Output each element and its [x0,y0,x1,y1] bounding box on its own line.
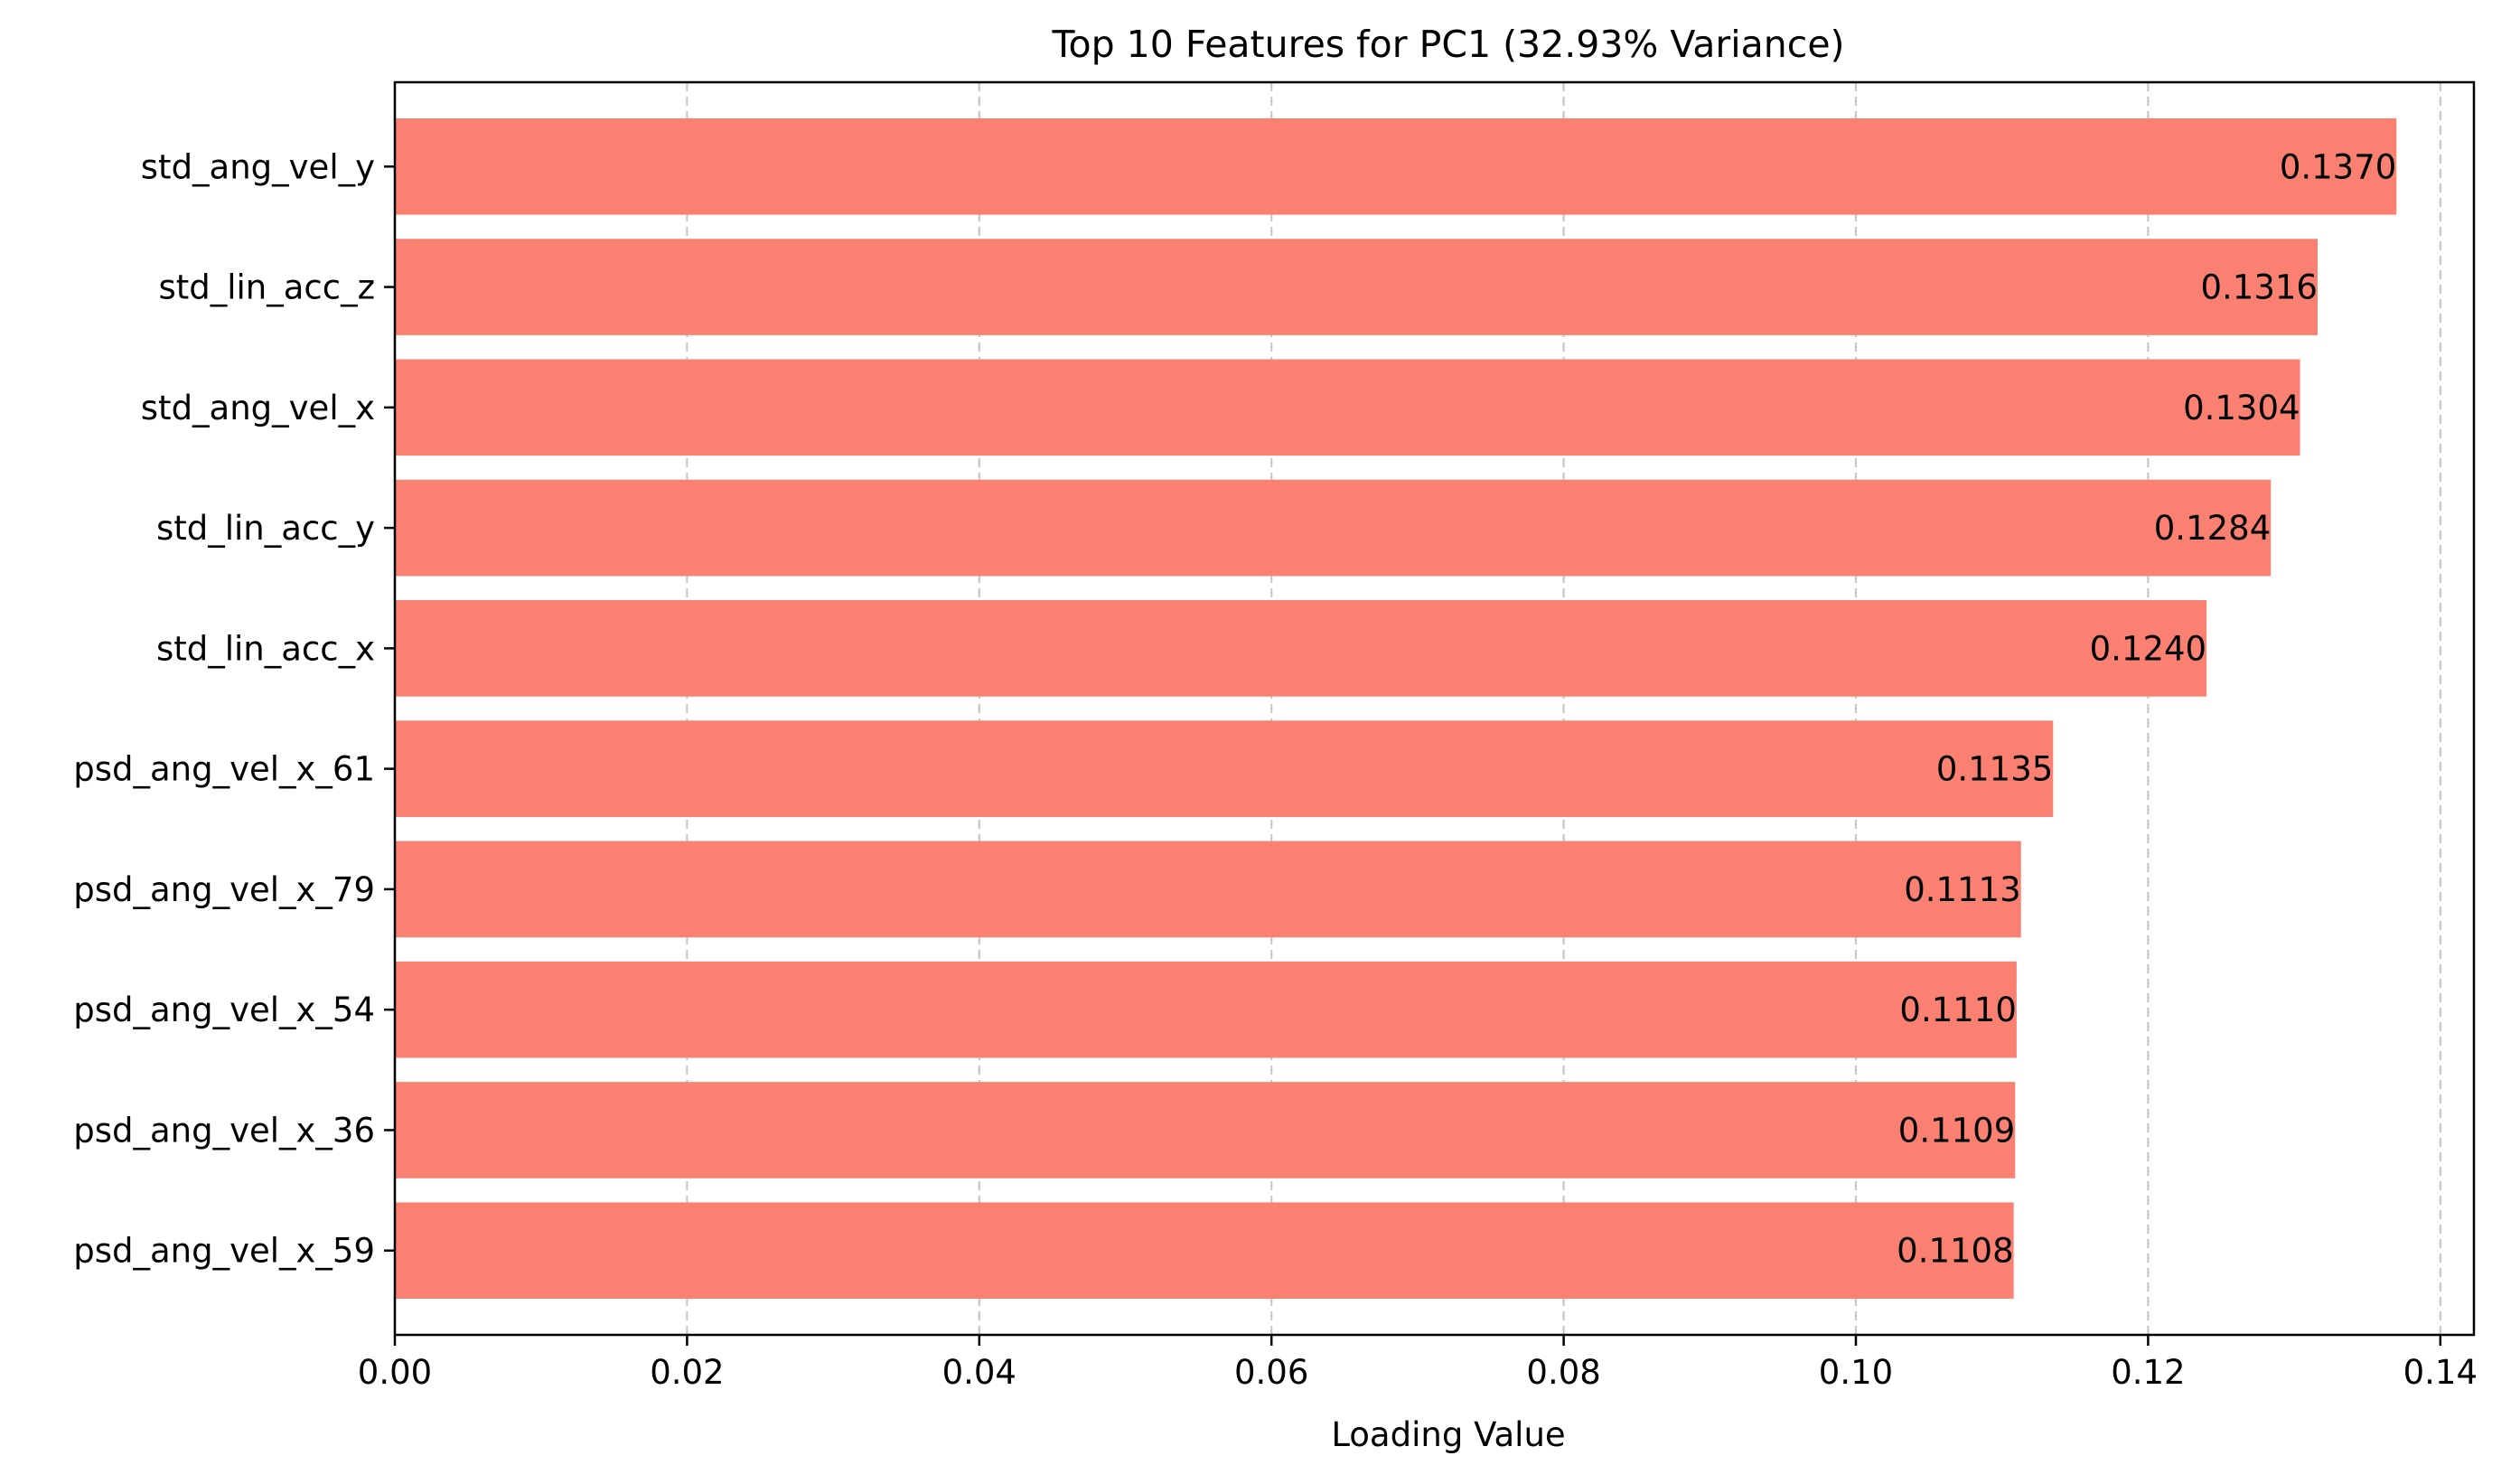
x-tick-label: 0.02 [650,1353,724,1392]
bar [395,359,2300,456]
y-tick-label: psd_ang_vel_x_36 [73,1111,375,1150]
bar [395,841,2021,938]
bar [395,600,2207,697]
bar [395,1082,2016,1179]
y-tick-label: psd_ang_vel_x_59 [73,1232,375,1271]
x-tick-label: 0.00 [358,1353,432,1392]
y-tick-label: std_lin_acc_y [156,509,375,548]
x-tick-label: 0.10 [1819,1353,1893,1392]
bar [395,117,2397,215]
x-tick-label: 0.08 [1526,1353,1600,1392]
bar-value-label: 0.1304 [2183,389,2300,427]
plot-area-frame [393,80,2476,1337]
bar [395,961,2017,1058]
bar-value-label: 0.1109 [1898,1111,2015,1150]
y-tick-label: std_lin_acc_z [158,268,375,307]
bar-value-label: 0.1284 [2154,509,2271,548]
y-axis-ticks: std_ang_vel_y std_lin_acc_z std_ang_vel_xs… [73,147,395,1271]
bar-value-label: 0.1113 [1904,870,2020,909]
bar [395,479,2272,577]
bar-value-label: 0.1370 [2280,147,2396,186]
y-tick-label: psd_ang_vel_x_79 [73,870,375,909]
bar-value-label: 0.1110 [1899,991,2016,1029]
value-labels: 0.1370 0.1316 0.1304 0.1284 0.1240 0.1135 0.11… [1897,147,2396,1270]
y-tick-label: std_ang_vel_y [141,147,375,186]
bar-value-label: 0.1135 [1936,750,2053,789]
bar-value-label: 0.1108 [1897,1232,2013,1271]
y-tick-label: psd_ang_vel_x_61 [73,750,375,789]
x-axis-label: Loading Value [1331,1415,1565,1454]
x-tick-label: 0.06 [1234,1353,1308,1392]
chart-title: Top 10 Features for PC1 (32.93% Variance… [1051,23,1844,66]
y-tick-label: std_lin_acc_x [156,629,375,668]
y-tick-label: psd_ang_vel_x_54 [73,991,375,1029]
x-tick-label: 0.14 [2403,1353,2478,1392]
bar [395,720,2054,817]
x-tick-label: 0.12 [2111,1353,2185,1392]
y-tick-label: std_ang_vel_x [141,389,375,427]
x-axis-ticks: 0.00 0.02 0.04 0.06 0.08 0.10 0.12 0.14 [358,1335,2478,1392]
x-tick-label: 0.04 [942,1353,1016,1392]
bar [395,1202,2014,1300]
bar [395,239,2318,335]
bars [395,117,2397,1300]
bar-value-label: 0.1240 [2090,629,2206,668]
bar-value-label: 0.1316 [2201,268,2318,307]
